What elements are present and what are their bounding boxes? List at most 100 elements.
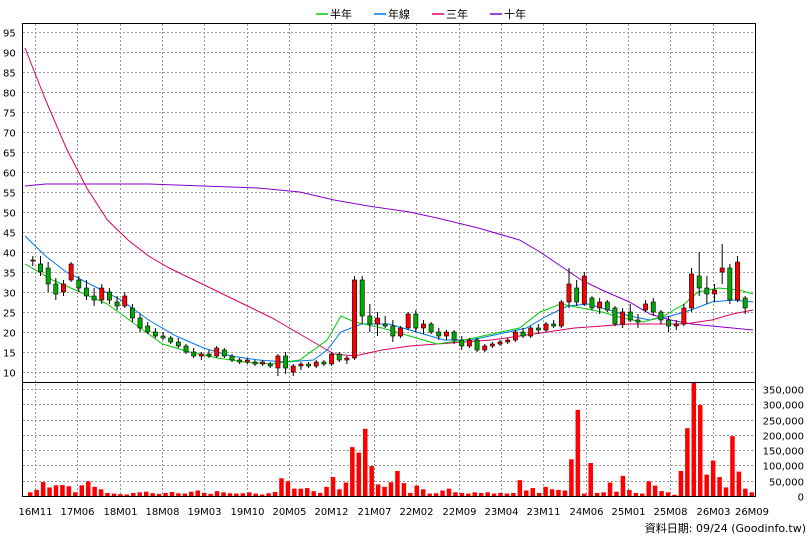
price-tick-label: 55 <box>3 189 16 200</box>
volume-bar <box>92 486 97 496</box>
volume-bar <box>433 493 439 496</box>
candle-body <box>467 339 472 347</box>
candle-body <box>604 301 610 311</box>
volume-bar <box>253 493 258 496</box>
candle-body <box>275 355 281 369</box>
volume-bar <box>678 470 684 496</box>
volume-bar <box>420 489 426 496</box>
x-tick-label: 20M12 <box>314 507 348 518</box>
volume-bar <box>105 492 110 496</box>
volume-bar <box>665 492 671 496</box>
x-tick-label: 18M01 <box>103 507 137 518</box>
volume-bar <box>85 481 91 496</box>
price-tick-label: 15 <box>3 349 16 360</box>
price-tick-label: 35 <box>3 269 16 280</box>
volume-bar <box>478 492 484 496</box>
volume-bar <box>53 485 59 496</box>
candle-body <box>413 313 419 329</box>
x-tick-label: 17M06 <box>60 507 94 518</box>
x-tick-label: 22M02 <box>399 507 433 518</box>
candle-body <box>84 287 89 297</box>
volume-bar <box>620 475 626 496</box>
volume-bar <box>279 478 284 496</box>
volume-bar <box>40 481 46 496</box>
candle-body <box>352 279 357 359</box>
volume-bar <box>195 490 200 496</box>
candlesticks <box>30 244 748 376</box>
candle-body <box>398 327 403 337</box>
volume-bar <box>143 491 149 496</box>
volume-bar <box>259 494 265 496</box>
volume-bar <box>382 486 387 496</box>
candle-body <box>482 345 488 351</box>
x-tick-label: 26M09 <box>735 507 769 518</box>
volume-bar <box>414 485 420 496</box>
candle-body <box>168 337 174 343</box>
price-tick-label: 20 <box>3 329 16 340</box>
volume-bar <box>594 492 600 496</box>
volume-bar <box>118 494 123 496</box>
volume-bar <box>311 491 316 496</box>
volume-bars <box>27 383 755 496</box>
volume-bar <box>66 486 72 496</box>
volume-bar <box>388 482 394 496</box>
candle-body <box>260 361 266 365</box>
volume-bar <box>743 488 748 496</box>
candle-body <box>635 319 641 323</box>
candle-body <box>198 353 204 357</box>
volume-bar <box>395 470 400 496</box>
volume-bar <box>201 492 207 496</box>
candle-body <box>99 287 105 301</box>
volume-bar <box>697 404 703 496</box>
price-tick-label: 60 <box>3 169 16 180</box>
volume-bar <box>350 447 355 496</box>
ma-year-line <box>24 235 754 363</box>
volume-bar <box>472 492 478 496</box>
candle-body <box>620 311 626 325</box>
candle-body <box>712 289 717 295</box>
candle-body <box>61 283 66 293</box>
candle-body <box>428 323 434 333</box>
x-tick-label: 25M08 <box>653 507 687 518</box>
candle-body <box>344 357 350 361</box>
volume-bar <box>446 488 452 496</box>
volume-bar <box>536 492 542 496</box>
candle-body <box>673 323 679 327</box>
candle-body <box>512 331 518 341</box>
volume-bar <box>717 477 722 496</box>
volume-bar <box>221 492 226 496</box>
candle-body <box>267 363 273 367</box>
candle-body <box>421 323 426 329</box>
candle-body <box>191 351 197 357</box>
volume-bar <box>330 477 336 496</box>
volume-bar <box>73 492 78 496</box>
candle-body <box>719 267 725 273</box>
candle-body <box>681 307 687 325</box>
volume-bar <box>98 489 104 496</box>
candle-body <box>252 361 258 365</box>
volume-bar <box>234 493 239 496</box>
volume-bar <box>723 487 729 496</box>
candle-body <box>459 339 465 347</box>
candle-body <box>382 323 388 327</box>
candle-body <box>306 363 311 367</box>
price-panel-frame <box>22 23 756 383</box>
price-tick-label: 10 <box>3 369 16 380</box>
volume-bar <box>562 490 568 496</box>
candle-body <box>175 341 181 347</box>
candle-body <box>298 363 304 367</box>
volume-bar <box>730 436 735 496</box>
candle-body <box>30 259 36 262</box>
price-tick-label: 75 <box>3 109 16 120</box>
candle-body <box>68 263 74 281</box>
candle-body <box>122 295 128 307</box>
candle-body <box>551 323 557 327</box>
volume-bar <box>182 493 188 496</box>
candle-body <box>666 319 671 327</box>
volume-bar <box>543 486 548 496</box>
price-tick-label: 45 <box>3 229 16 240</box>
candle-body <box>38 263 43 273</box>
candle-body <box>244 359 250 363</box>
candle-body <box>405 313 411 329</box>
